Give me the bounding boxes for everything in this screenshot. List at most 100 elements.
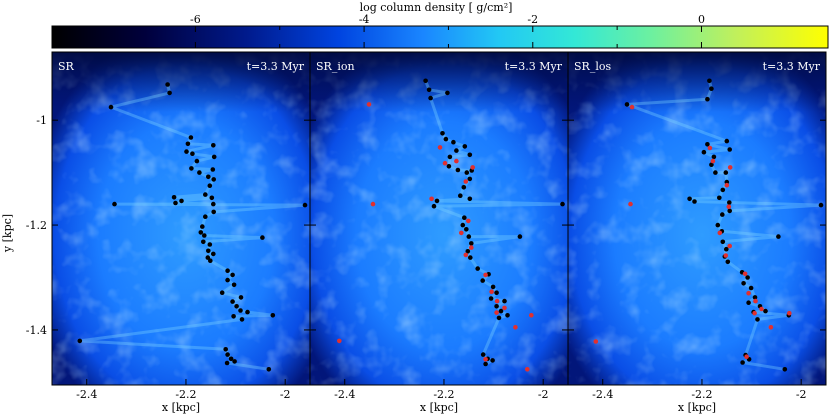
data-point [727,243,732,249]
data-point [225,268,230,274]
data-point [494,298,500,304]
data-point [190,151,195,156]
panel-sr-los: SR_los t=3.3 Myr -2.4 -2.2 -2 x [kpc] [567,51,827,414]
data-point [461,185,467,190]
x-tick-label: -2.4 [76,388,97,401]
data-point [260,235,265,240]
colorbar: log column density [ g/cm²] -6 -4 -2 0 [51,1,829,49]
data-point [302,202,308,208]
data-point [465,249,471,254]
data-point [210,167,216,172]
data-point [742,271,748,277]
data-point [629,104,635,110]
data-point [201,239,206,245]
data-point [517,234,523,239]
x-tick-label: -2 [280,388,291,401]
colorbar-tick-label: -6 [190,13,201,26]
data-point [202,233,207,238]
data-point [787,310,792,316]
data-point [818,202,824,208]
data-point [445,90,450,96]
data-point [366,102,372,107]
density-map [310,52,568,385]
data-point [466,218,471,224]
data-point [752,295,758,300]
x-tick-label: -2.4 [592,388,613,401]
data-point [462,144,468,149]
data-point [727,200,732,205]
data-point [726,204,732,209]
data-point [189,166,194,171]
data-point [466,234,472,239]
panels: SR t=3.3 Myr-2.4 -2.2 -2-1.4-1.2-1x [kpc]SR… [26,51,827,414]
data-point [701,149,707,155]
data-point [753,298,758,304]
data-point [490,284,496,290]
data-point [470,165,476,170]
density-map [52,52,310,385]
data-point [460,222,466,228]
data-point [727,147,732,152]
data-point [208,258,213,264]
point-series-red [337,102,534,372]
data-point [715,222,721,228]
point-series-red [593,104,792,360]
data-point [245,309,250,315]
panel-sr: SR t=3.3 Myr -2.4 -2.2 -2 -1.4 -1.2 -1 x [kpc] [26,51,311,414]
data-point [755,317,760,322]
data-point [198,230,204,235]
data-point [488,296,494,301]
x-tick-label: -2.2 [175,388,196,401]
data-point [705,96,710,102]
data-point [483,361,488,367]
point-series-black [624,78,824,372]
data-point [711,154,717,160]
data-point [748,285,754,291]
data-point [211,143,216,148]
x-tick-label: -2 [796,388,807,401]
panel-time-label: t=3.3 Myr [247,60,305,73]
colorbar-tick-label: 0 [698,13,705,26]
data-point [494,290,499,296]
data-point [490,358,495,363]
data-point [724,246,729,252]
data-point [188,135,194,140]
data-point [763,308,768,314]
data-point [759,306,764,312]
data-point [434,198,440,204]
data-point [219,290,225,296]
data-point [720,239,726,245]
data-point [624,102,630,107]
data-point [108,104,114,110]
data-point [230,299,235,304]
data-point [224,360,230,366]
data-point [205,255,211,260]
y-axis-label: y [kpc] [1,214,14,253]
data-point [502,298,507,304]
data-point [239,317,245,322]
data-point [727,165,733,170]
data-point [776,234,781,239]
x-tick-label: -2.2 [691,388,712,401]
data-point [459,230,464,236]
data-point [480,352,486,357]
data-point [238,295,244,300]
data-point [707,78,712,84]
data-point [200,224,205,229]
data-point [687,196,692,202]
data-point [525,367,530,372]
data-point [184,149,189,154]
data-point [475,266,481,271]
data-point [494,304,499,309]
data-point [628,201,633,207]
data-point [171,195,177,200]
data-point [370,201,376,207]
x-tick-label: -2.2 [433,388,454,401]
data-point [483,272,488,278]
data-point [231,282,237,288]
data-point [207,242,213,247]
data-point [211,251,216,257]
data-point [724,182,730,188]
x-tick-label: -2.4 [334,388,355,401]
data-point [225,277,230,283]
